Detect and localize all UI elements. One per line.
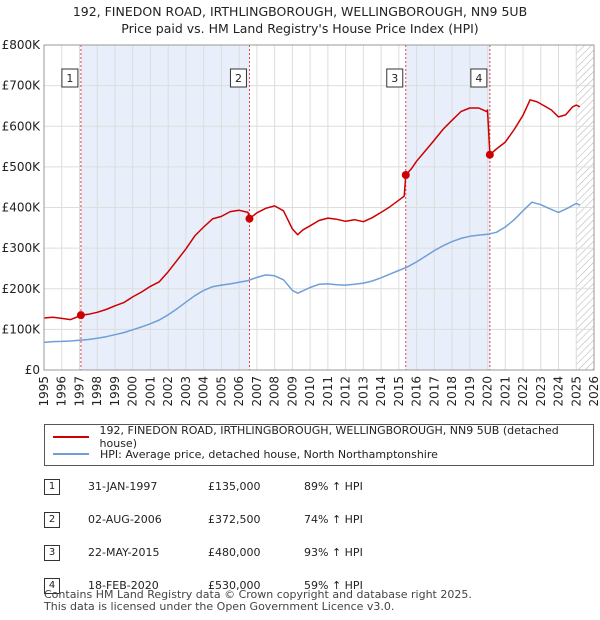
x-tick-label: 2017: [427, 376, 441, 407]
x-tick-label: 1998: [90, 376, 104, 407]
sale-date: 02-AUG-2006: [88, 513, 162, 526]
sale-hpi-change: 93% ↑ HPI: [304, 546, 363, 559]
sale-number-badge: 1: [44, 478, 60, 495]
sale-price: £530,000: [208, 579, 261, 592]
sale-label-box-frame: [61, 68, 79, 88]
x-tick-label: 2000: [126, 376, 140, 407]
legend-hpi-label: HPI: Average price, detached house, Nort…: [100, 447, 438, 461]
x-tick-label: 2012: [339, 376, 353, 407]
sale-label-number: 4: [475, 72, 482, 85]
sale-date: 22-MAY-2015: [88, 546, 160, 559]
sale-point-marker: [485, 150, 494, 159]
legend-item-property: 192, FINEDON ROAD, IRTHLINGBOROUGH, WELL…: [53, 424, 593, 450]
x-tick-label: 2005: [214, 376, 228, 407]
sale-label-number: 3: [391, 72, 398, 85]
sale-date: 18-FEB-2020: [88, 579, 159, 592]
sale-label-box-frame: [470, 68, 488, 88]
x-tick-label: 2026: [587, 376, 600, 407]
x-tick-label: 2004: [197, 376, 211, 407]
x-tick-label: 2023: [534, 376, 548, 407]
table-row: 2 02-AUG-2006 £372,500 74% ↑ HPI: [44, 503, 363, 536]
sale-number-badge: 3: [44, 544, 60, 561]
hpi-line: [43, 201, 581, 344]
sale-label-box: 2: [229, 68, 247, 88]
x-tick-label: 2020: [481, 376, 495, 407]
x-tick-label: 2011: [321, 376, 335, 407]
legend-property-label: 192, FINEDON ROAD, IRTHLINGBOROUGH, WELL…: [99, 424, 559, 450]
sale-label-box: 3: [386, 68, 404, 88]
y-tick-label: £100K: [2, 322, 42, 336]
x-tick-label: 2003: [179, 376, 193, 407]
table-row: 3 22-MAY-2015 £480,000 93% ↑ HPI: [44, 536, 363, 569]
sale-label-number: 2: [235, 72, 242, 85]
table-row: 1 31-JAN-1997 £135,000 89% ↑ HPI: [44, 470, 363, 503]
x-tick-label: 1995: [37, 376, 51, 407]
sale-point-marker: [76, 311, 85, 320]
y-tick-label: £300K: [2, 241, 42, 255]
x-tick-label: 2008: [268, 376, 282, 407]
sale-label-box-frame: [229, 68, 247, 88]
x-tick-label: 2024: [552, 376, 566, 407]
y-tick-label: £800K: [2, 38, 42, 52]
sale-label-box: 4: [470, 68, 488, 88]
property-price-line: [43, 99, 581, 321]
x-tick-label: 2015: [392, 376, 406, 407]
x-tick-label: 2018: [445, 376, 459, 407]
x-tick-label: 1996: [55, 376, 69, 407]
chart-subtitle: Price paid vs. HM Land Registry's House …: [121, 21, 479, 36]
sale-number-badge: 2: [44, 511, 60, 528]
sale-price: £135,000: [208, 480, 261, 493]
chart-title: 192, FINEDON ROAD, IRTHLINGBOROUGH, WELL…: [72, 4, 528, 19]
sale-point-marker: [401, 171, 410, 179]
sale-point-marker: [245, 214, 254, 223]
sale-price: £480,000: [208, 546, 261, 559]
y-tick-label: £200K: [2, 282, 42, 296]
x-tick-label: 2002: [161, 376, 175, 407]
x-tick-label: 2014: [374, 376, 388, 407]
sale-price: £372,500: [208, 513, 261, 526]
x-tick-label: 2010: [303, 376, 317, 407]
x-tick-label: 2006: [232, 376, 246, 407]
x-tick-label: 2025: [569, 376, 583, 407]
table-row: 4 18-FEB-2020 £530,000 59% ↑ HPI: [44, 569, 363, 602]
legend: 192, FINEDON ROAD, IRTHLINGBOROUGH, WELL…: [44, 424, 594, 466]
footer: Contains HM Land Registry data © Crown c…: [44, 589, 472, 613]
price-chart: £0 £100K £200K £300K £400K £500K £600K £700K £80…: [2, 38, 600, 407]
sale-hpi-change: 59% ↑ HPI: [304, 579, 363, 592]
sale-label-number: 1: [66, 72, 73, 85]
x-tick-label: 1999: [108, 376, 122, 407]
x-tick-label: 2009: [285, 376, 299, 407]
sale-hpi-change: 74% ↑ HPI: [304, 513, 363, 526]
property-line-swatch: [53, 436, 89, 438]
x-tick-label: 2016: [410, 376, 424, 407]
y-tick-label: £500K: [2, 160, 42, 174]
x-tick-label: 2001: [143, 376, 157, 407]
sale-label-box: 1: [61, 68, 79, 88]
sale-hpi-change: 89% ↑ HPI: [304, 480, 363, 493]
y-tick-label: £700K: [2, 79, 42, 93]
sale-label-box-frame: [386, 68, 404, 88]
footer-copyright: Contains HM Land Registry data © Crown c…: [44, 588, 472, 601]
y-tick-label: £600K: [2, 119, 42, 133]
hpi-line-swatch: [53, 453, 89, 455]
sales-table: 1 31-JAN-1997 £135,000 89% ↑ HPI 2 02-AU…: [44, 470, 363, 602]
x-tick-label: 1997: [72, 376, 86, 407]
x-tick-label: 2021: [498, 376, 512, 407]
sale-number-badge: 4: [44, 577, 60, 594]
footer-licence: This data is licensed under the Open Gov…: [44, 600, 395, 613]
sale-date: 31-JAN-1997: [88, 480, 158, 493]
y-tick-label: £0: [25, 363, 40, 377]
legend-item-hpi: HPI: Average price, detached house, Nort…: [53, 446, 438, 462]
x-tick-label: 2013: [356, 376, 370, 407]
x-tick-label: 2007: [250, 376, 264, 407]
x-tick-label: 2019: [463, 376, 477, 407]
x-tick-label: 2022: [516, 376, 530, 407]
y-tick-label: £400K: [2, 201, 42, 215]
plot-border: [43, 44, 595, 371]
